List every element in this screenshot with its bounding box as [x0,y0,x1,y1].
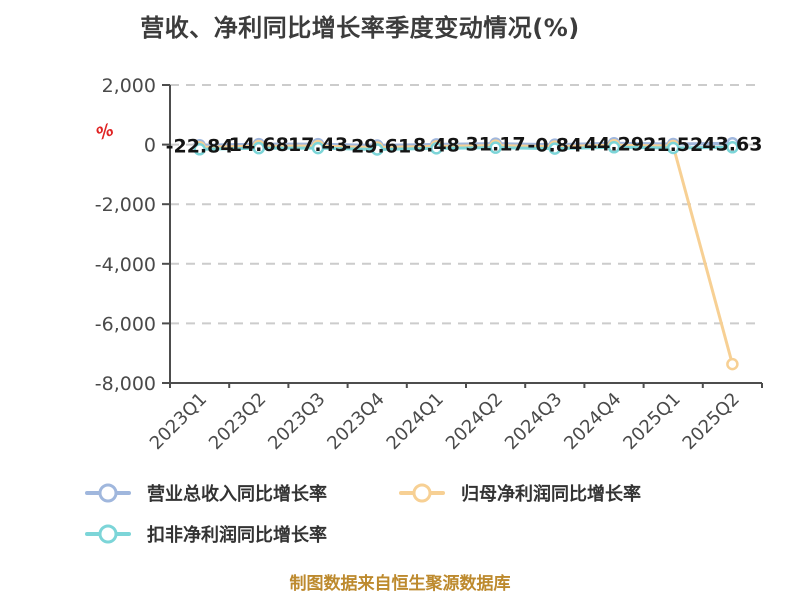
legend-item-deducted-profit-growth[interactable]: 扣非净利润同比增长率 [85,521,327,547]
legend-label: 营业总收入同比增长率 [147,484,327,505]
series-line-1 [198,143,734,366]
data-label: 44.29 [584,133,644,155]
line-marker-icon [85,524,131,544]
data-source-footer: 制图数据来自恒生聚源数据库 [289,574,511,594]
circle-marker-icon [98,483,118,503]
line-marker-icon [85,483,131,503]
x-axis-label: 2024Q1 [383,389,448,454]
data-label: -29.61 [343,135,411,157]
data-point-marker[interactable] [666,141,680,155]
x-axis-label: 2024Q2 [442,389,507,454]
data-label: 17.43 [288,134,348,156]
data-point-marker[interactable] [548,142,562,155]
x-axis-label: 2023Q4 [323,389,388,454]
data-label: -0.84 [527,135,582,157]
x-axis-label: 2024Q4 [560,389,625,454]
series-line-2 [198,145,734,151]
data-point-marker[interactable] [370,143,384,156]
x-axis-label: 2023Q1 [146,389,211,454]
x-axis-label: 2024Q3 [501,389,566,454]
x-axis-label: 2025Q1 [619,389,684,454]
legend-row-1: 营业总收入同比增长率 归母净利润同比增长率 [85,477,765,509]
data-label: -22.84 [166,135,234,157]
data-label: 43.63 [702,133,762,155]
legend-item-net-profit-growth[interactable]: 归母净利润同比增长率 [399,480,641,506]
x-axis-label: 2023Q3 [264,389,329,454]
y-axis-label: 0 [144,135,156,157]
data-point-marker[interactable] [726,357,739,371]
data-label: 31.17 [466,134,526,156]
y-axis-unit-percent: % [93,120,116,145]
data-label: 21.52 [643,134,703,156]
y-axis-label: -4,000 [95,254,156,276]
legend-label: 归母净利润同比增长率 [461,484,641,505]
data-label: 8.48 [413,134,460,156]
x-axis-label: 2025Q2 [679,389,744,454]
data-point-marker[interactable] [430,142,443,155]
y-axis-label: -8,000 [95,373,156,395]
y-axis-label: 2,000 [102,75,156,97]
data-point-marker[interactable] [193,143,206,156]
legend-row-2: 扣非净利润同比增长率 [85,518,765,550]
x-axis-label: 2023Q2 [205,389,270,454]
y-axis-label: -2,000 [95,194,156,216]
series-line-0 [198,141,734,147]
data-point-marker[interactable] [726,141,739,154]
line-marker-icon [399,483,445,503]
data-point-marker[interactable] [311,141,325,155]
legend: 营业总收入同比增长率 归母净利润同比增长率 扣非净利润同比增长率 [85,477,765,559]
legend-label: 扣非净利润同比增长率 [147,525,327,546]
data-point-marker[interactable] [489,141,502,154]
data-label: 14.68 [229,134,289,156]
chart-title: 营收、净利同比增长率季度变动情况(%) [140,14,580,42]
y-axis-label: -6,000 [95,313,156,335]
circle-marker-icon [412,483,432,503]
legend-item-revenue-growth[interactable]: 营业总收入同比增长率 [85,480,327,506]
data-point-marker[interactable] [252,141,266,155]
circle-marker-icon [98,524,118,544]
data-point-marker[interactable] [607,141,621,154]
